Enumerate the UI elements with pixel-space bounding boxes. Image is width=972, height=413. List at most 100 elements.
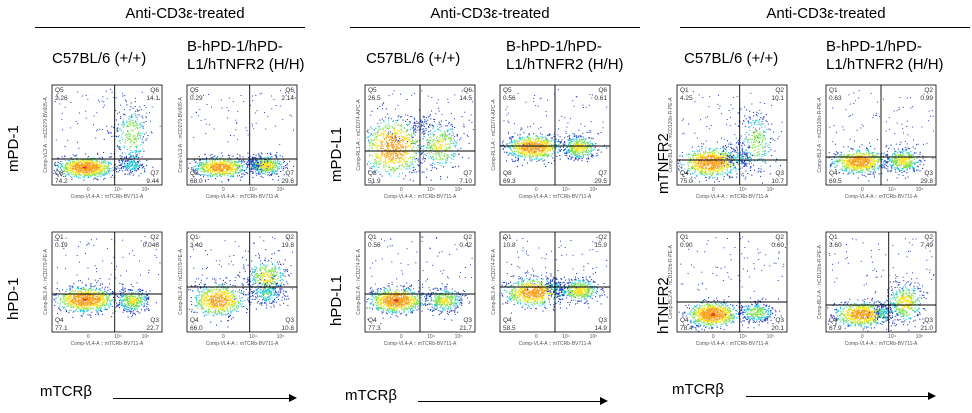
x-tick-label: 10⁴	[427, 334, 435, 340]
quadrant-percent: 0.60	[771, 242, 784, 249]
section-underline	[35, 27, 305, 28]
quadrant-id: Q2	[775, 87, 784, 94]
quadrant-percent: 7.49	[920, 242, 933, 249]
x-axis-parameter: Comp-VL4-A :: mTCRb-BV711-A	[696, 194, 769, 200]
quadrant-id: Q7	[285, 170, 294, 177]
quadrant-percent: 77.1	[55, 325, 68, 332]
quadrant-percent: 14.1	[146, 95, 159, 102]
y-axis-parameter: Comp-VL3-A :: mCD279-BV605-A	[178, 97, 184, 173]
quadrant-id: Q3	[463, 317, 472, 324]
quadrant-percent: 51.9	[368, 178, 381, 185]
quadrant-percent: 10.8	[281, 325, 294, 332]
quadrant-id: Q5	[55, 87, 64, 94]
quadrant-percent: 0.56	[503, 95, 516, 102]
quadrant-id: Q5	[190, 87, 199, 94]
y-axis-parameter: Comp-BL2-A :: hCD279-PE-A	[43, 248, 49, 315]
quadrant-id: Q1	[55, 234, 64, 241]
column-label-humanized: B-hPD-1/hPD-L1/hTNFR2 (H/H)	[826, 38, 944, 73]
quadrant-percent: 0.61	[594, 95, 607, 102]
quadrant-id: Q8	[55, 170, 64, 177]
x-tick-label: 0	[87, 187, 90, 193]
y-axis-parameter: Comp-BL2-A :: hCD279-PE-A	[178, 248, 184, 315]
x-tick-label: 10⁴	[739, 334, 747, 340]
section-3: Anti-CD3ε-treated C57BL/6 (+/+) B-hPD-1/…	[655, 0, 972, 413]
y-axis-parameter: Comp-BL2-A :: mCD120b-R-PE-A	[817, 97, 823, 173]
quadrant-percent: 20.1	[771, 325, 784, 332]
y-axis-parameter: Comp-RL1-A :: mCD274-APC-A	[356, 99, 362, 171]
plot-frame	[825, 231, 937, 333]
x-tick-label: 10⁵	[767, 187, 775, 193]
quadrant-percent: 21.0	[920, 325, 933, 332]
row-label-bottom: hPD-L1	[328, 275, 345, 326]
y-axis-parameter: Comp-BL2-A :: hCD274-PE-A	[356, 248, 362, 315]
quadrant-percent: 69.3	[503, 178, 516, 185]
quadrant-id: Q3	[924, 317, 933, 324]
quadrant-percent: 75.0	[680, 178, 693, 185]
quadrant-percent: 58.5	[503, 325, 516, 332]
quadrant-percent: 0.90	[680, 242, 693, 249]
x-tick-label: 10⁴	[114, 334, 122, 340]
x-tick-label: 10⁵	[455, 187, 463, 193]
x-tick-label: 10⁵	[142, 334, 150, 340]
x-axis-parameter: Comp-VL4-A :: mTCRb-BV711-A	[845, 194, 918, 200]
quadrant-percent: 21.7	[459, 325, 472, 332]
event-dots	[366, 90, 474, 184]
event-dots	[53, 89, 161, 181]
x-tick-label: 10⁴	[888, 334, 896, 340]
quadrant-percent: 0.29	[190, 95, 203, 102]
event-dots	[188, 236, 293, 328]
quadrant-percent: 0.56	[368, 242, 381, 249]
y-axis-parameter: Comp-BL2-A :: hCD274-PE-A	[491, 248, 497, 315]
x-axis-parameter: Comp-VL4-A :: mTCRb-BV711-A	[71, 194, 144, 200]
quadrant-percent: 10.7	[771, 178, 784, 185]
quadrant-percent: 69.5	[829, 178, 842, 185]
quadrant-id: Q4	[503, 317, 512, 324]
quadrant-percent: 77.3	[368, 325, 381, 332]
y-axis-parameter: Comp-RL1-A :: mCD274-APC-A	[491, 99, 497, 171]
event-dots	[501, 89, 608, 168]
x-tick-label: 10⁵	[590, 334, 598, 340]
quadrant-id: Q2	[463, 234, 472, 241]
column-label-humanized: B-hPD-1/hPD-L1/hTNFR2 (H/H)	[506, 38, 624, 73]
quadrant-id: Q4	[680, 317, 689, 324]
x-axis-parameter: Comp-VL4-A :: mTCRb-BV711-A	[71, 341, 144, 347]
x-tick-label: 10⁵	[277, 334, 285, 340]
x-axis-parameter: Comp-VL4-A :: mTCRb-BV711-A	[696, 341, 769, 347]
quadrant-id: Q7	[463, 170, 472, 177]
x-tick-label: 0	[400, 187, 403, 193]
quadrant-percent: 67.9	[829, 325, 842, 332]
x-tick-label: 0	[400, 334, 403, 340]
quadrant-id: Q1	[829, 234, 838, 241]
quadrant-percent: 74.2	[55, 178, 68, 185]
quadrant-percent: 2.14	[281, 95, 294, 102]
x-tick-label: 0	[222, 334, 225, 340]
quadrant-percent: 0.63	[829, 95, 842, 102]
quadrant-id: Q3	[924, 170, 933, 177]
quadrant-id: Q2	[150, 234, 159, 241]
quadrant-id: Q2	[775, 234, 784, 241]
event-dots	[678, 91, 783, 184]
x-axis-label: mTCRβ	[345, 387, 397, 404]
quadrant-percent: 29.6	[281, 178, 294, 185]
section-title: Anti-CD3ε-treated	[125, 5, 245, 22]
quadrant-percent: 3.40	[190, 242, 203, 249]
x-tick-label: 10⁵	[590, 187, 598, 193]
x-axis-parameter: Comp-VL4-A :: mTCRb-BV711-A	[384, 341, 457, 347]
quadrant-id: Q3	[775, 317, 784, 324]
x-axis-parameter: Comp-VL4-A :: mTCRb-BV711-A	[206, 194, 279, 200]
quadrant-id: Q4	[55, 317, 64, 324]
x-tick-label: 0	[222, 187, 225, 193]
quadrant-id: Q1	[829, 87, 838, 94]
x-axis-arrow	[113, 394, 297, 402]
y-axis-parameter: Comp-BL2-A :: mCD120b-R-PE-A	[668, 97, 674, 173]
x-axis-label: mTCRβ	[40, 383, 92, 400]
quadrant-id: Q6	[463, 87, 472, 94]
quadrant-percent: 15.9	[594, 242, 607, 249]
x-tick-label: 0	[712, 187, 715, 193]
x-axis-parameter: Comp-VL4-A :: mTCRb-BV711-A	[519, 341, 592, 347]
